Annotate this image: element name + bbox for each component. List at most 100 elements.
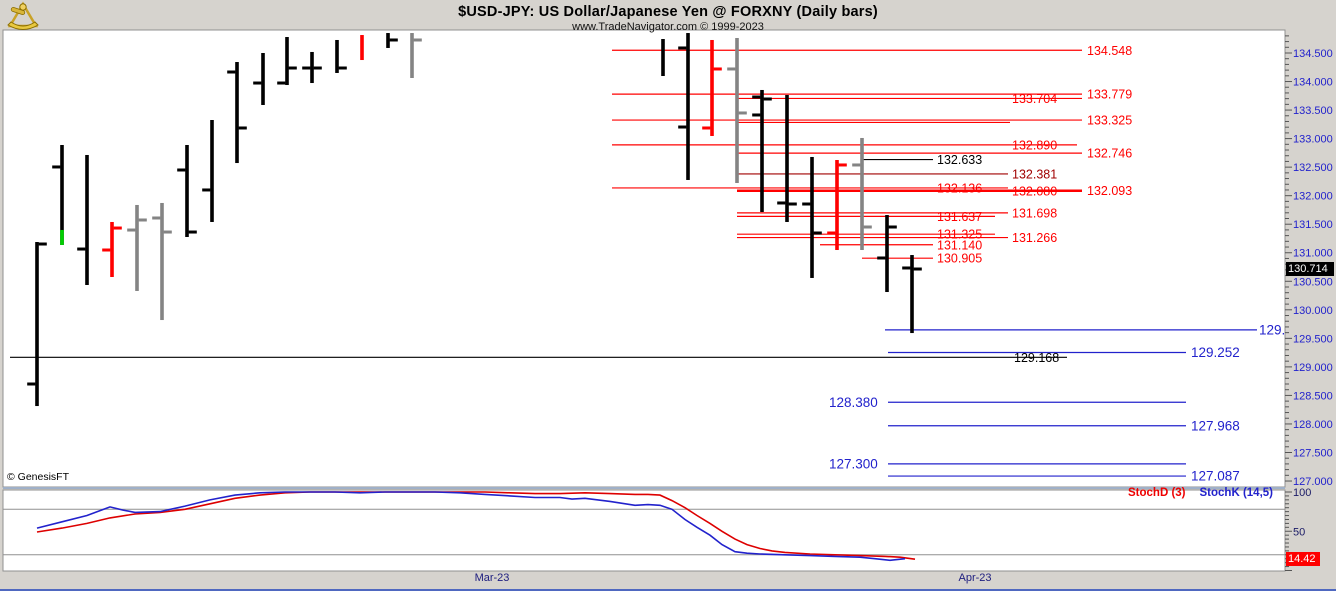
open-tick bbox=[827, 231, 836, 235]
price-bar bbox=[860, 137, 864, 251]
level-label: 127.087 bbox=[1191, 469, 1240, 484]
price-bar bbox=[85, 154, 89, 285]
level-label: 127.300 bbox=[829, 456, 878, 471]
price-bar bbox=[235, 62, 239, 164]
price-bar bbox=[285, 37, 289, 86]
open-tick bbox=[802, 202, 811, 206]
close-tick bbox=[713, 67, 722, 71]
price-bar-highlight bbox=[60, 229, 64, 245]
price-bar bbox=[110, 221, 114, 277]
open-tick bbox=[177, 168, 186, 172]
level-label: 131.266 bbox=[1012, 231, 1057, 245]
price-bar bbox=[160, 202, 164, 321]
price-bar bbox=[335, 39, 339, 73]
price-axis-label: 127.500 bbox=[1293, 447, 1333, 459]
price-bar bbox=[210, 120, 214, 222]
price-bar bbox=[760, 89, 764, 212]
open-tick bbox=[877, 256, 886, 260]
price-axis-label: 132.500 bbox=[1293, 162, 1333, 174]
price-axis-label: 133.500 bbox=[1293, 105, 1333, 117]
price-axis-label: 127.000 bbox=[1293, 476, 1333, 488]
price-axis-label: 133.000 bbox=[1293, 134, 1333, 146]
close-tick bbox=[113, 226, 122, 230]
level-label: 132.633 bbox=[937, 153, 982, 167]
level-label: 131.698 bbox=[1012, 206, 1057, 220]
price-bar bbox=[410, 33, 414, 78]
price-pane bbox=[3, 30, 1285, 487]
price-bar bbox=[261, 53, 265, 105]
level-label: 129.252 bbox=[1191, 345, 1240, 360]
level-label: 132.746 bbox=[1087, 147, 1132, 161]
close-tick bbox=[738, 111, 747, 115]
price-bar bbox=[735, 37, 739, 184]
close-tick bbox=[313, 66, 322, 70]
price-axis-label: 129.500 bbox=[1293, 333, 1333, 345]
close-tick bbox=[413, 38, 422, 42]
level-label: 133.325 bbox=[1087, 114, 1132, 128]
genesis-copyright: © GenesisFT bbox=[7, 471, 70, 483]
price-bar bbox=[360, 35, 364, 61]
level-label: 128.380 bbox=[829, 395, 878, 410]
price-axis-label: 134.000 bbox=[1293, 77, 1333, 89]
open-tick bbox=[277, 81, 286, 85]
price-bar bbox=[885, 215, 889, 293]
open-tick bbox=[227, 70, 236, 74]
chart-header: $USD-JPY: US Dollar/Japanese Yen @ FORXN… bbox=[18, 0, 1318, 33]
open-tick bbox=[127, 228, 136, 232]
price-bar bbox=[785, 95, 789, 222]
open-tick bbox=[27, 382, 36, 386]
stoch-pane-border bbox=[2, 489, 1286, 572]
price-bar bbox=[835, 160, 839, 251]
stochd-legend-label[interactable]: StochD (3) bbox=[1128, 487, 1186, 499]
close-tick bbox=[863, 225, 872, 229]
price-bar bbox=[35, 242, 39, 407]
close-tick bbox=[238, 126, 247, 130]
close-tick bbox=[888, 225, 897, 229]
level-label: 131.140 bbox=[937, 238, 982, 252]
price-bar bbox=[910, 255, 914, 334]
stochk-legend-label[interactable]: StochK (14,5) bbox=[1199, 487, 1274, 499]
price-bar bbox=[185, 144, 189, 237]
level-label: 133.779 bbox=[1087, 88, 1132, 102]
open-tick bbox=[253, 81, 262, 85]
open-tick bbox=[852, 163, 861, 167]
price-axis-label: 131.500 bbox=[1293, 219, 1333, 231]
open-tick bbox=[752, 113, 761, 117]
chart-subtitle: www.TradeNavigator.com © 1999-2023 bbox=[572, 21, 764, 33]
stoch-axis-label: 50 bbox=[1293, 526, 1305, 538]
price-bar bbox=[386, 33, 390, 48]
price-axis-label: 132.000 bbox=[1293, 191, 1333, 203]
chart-title: $USD-JPY: US Dollar/Japanese Yen @ FORXN… bbox=[458, 4, 878, 20]
price-axis-label: 131.000 bbox=[1293, 248, 1333, 260]
stoch-legend: StochD (3) StochK (14,5) bbox=[1128, 487, 1273, 499]
open-tick bbox=[902, 266, 911, 270]
level-label: 131.325 bbox=[937, 228, 982, 242]
level-label: 127.968 bbox=[1191, 418, 1240, 433]
close-tick bbox=[788, 202, 797, 206]
close-tick bbox=[763, 97, 772, 101]
close-tick bbox=[163, 230, 172, 234]
close-tick bbox=[389, 38, 398, 42]
open-tick bbox=[202, 188, 211, 192]
close-tick bbox=[338, 66, 347, 70]
stochk-line bbox=[36, 491, 906, 562]
close-tick bbox=[138, 218, 147, 222]
stoch-value-badge: 14.42 bbox=[1286, 552, 1320, 566]
level-label: 129.168 bbox=[1014, 351, 1059, 365]
close-tick bbox=[838, 163, 847, 167]
stochd-line bbox=[36, 491, 916, 560]
price-axis-label: 128.500 bbox=[1293, 390, 1333, 402]
close-tick bbox=[813, 231, 822, 235]
price-axis[interactable] bbox=[1286, 0, 1336, 591]
price-bar bbox=[686, 33, 690, 180]
stoch-pane bbox=[3, 490, 1285, 571]
level-label: 132.080 bbox=[1012, 185, 1057, 199]
last-price-badge: 130.714 bbox=[1286, 262, 1334, 276]
price-bar bbox=[661, 39, 665, 76]
open-tick bbox=[752, 95, 761, 99]
genesis-sextant-logo-icon bbox=[3, 1, 43, 38]
level-label: 133.704 bbox=[1012, 92, 1057, 106]
open-tick bbox=[302, 66, 311, 70]
